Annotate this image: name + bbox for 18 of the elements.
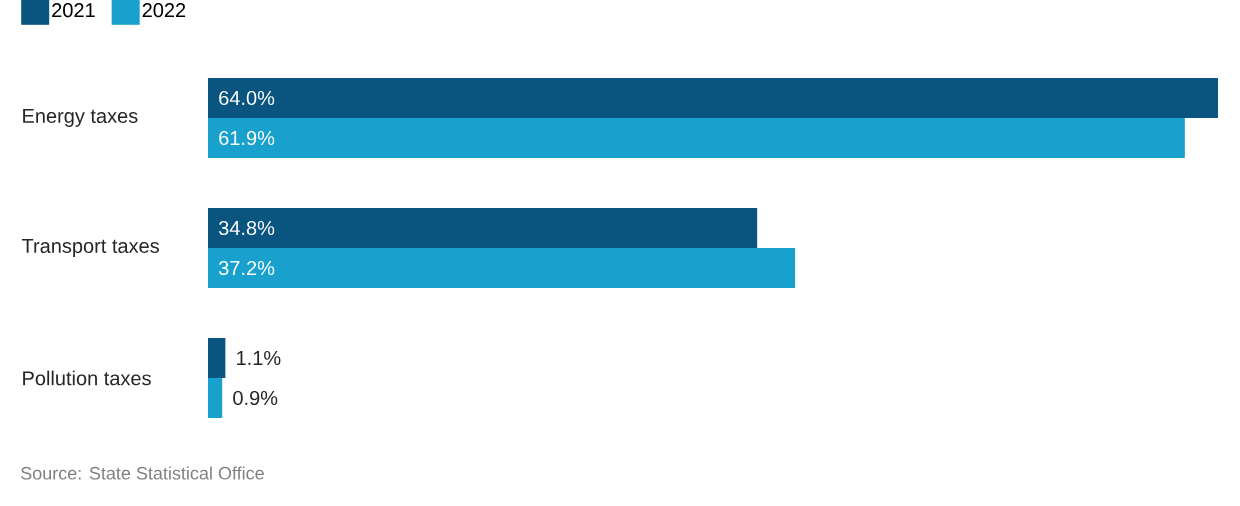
data-label: 37.2%: [218, 260, 275, 276]
bar: [208, 118, 1185, 158]
source-note: Source: State Statistical Office: [21, 466, 264, 480]
y-tick-label: Energy taxes: [23, 109, 138, 127]
bar: [208, 338, 226, 378]
data-label: 34.8%: [218, 220, 275, 236]
legend-label: 2022: [142, 3, 186, 18]
data-label: 61.9%: [219, 130, 275, 146]
legend-label: 2021: [52, 3, 95, 18]
data-label: 1.1%: [237, 351, 281, 365]
y-tick-label: Pollution taxes: [23, 370, 151, 386]
bar: [208, 378, 223, 418]
data-label: 64.0%: [219, 90, 275, 106]
data-label: 0.9%: [233, 390, 278, 406]
bar: [208, 208, 758, 248]
bar: [208, 78, 1218, 118]
bar: [208, 248, 796, 288]
y-tick-label: Transport taxes: [21, 239, 159, 257]
